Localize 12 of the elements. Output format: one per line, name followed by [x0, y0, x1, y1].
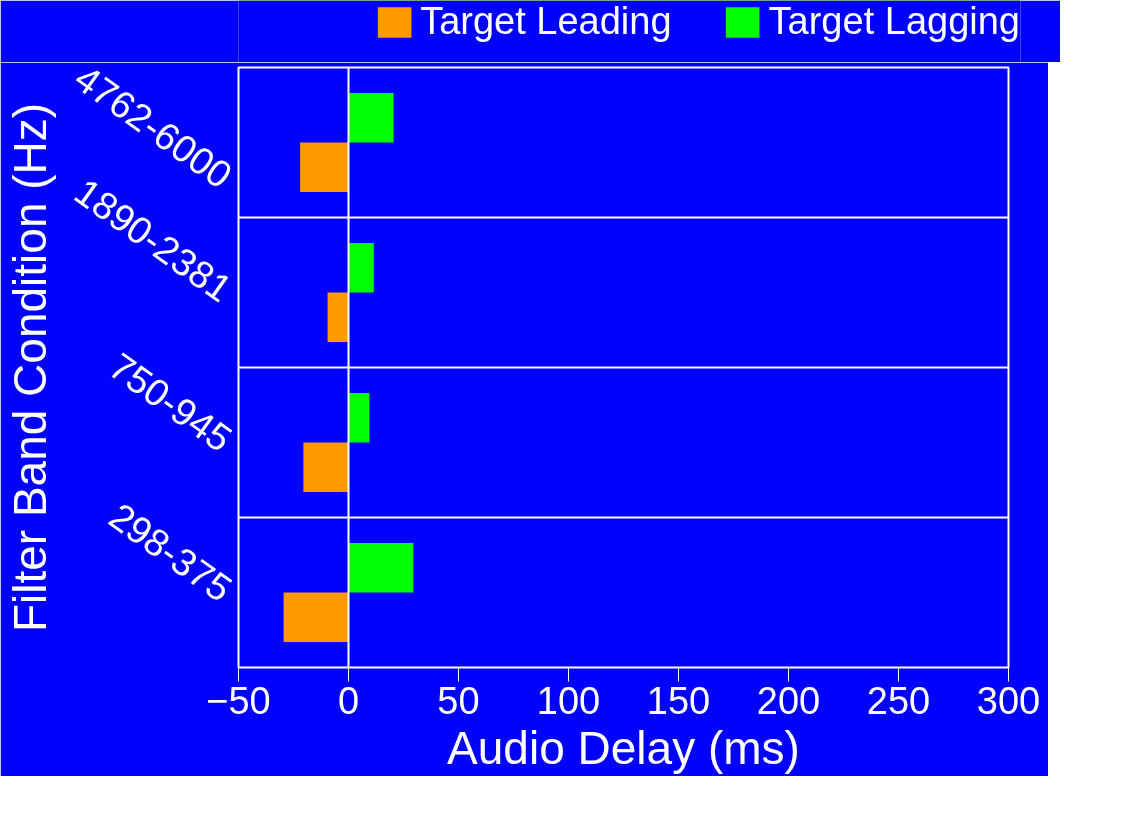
x-axis-title: Audio Delay (ms)	[447, 721, 800, 774]
x-tick-label: 150	[646, 679, 711, 722]
x-tick-label: 50	[437, 679, 480, 722]
x-tick-label: 100	[536, 679, 601, 722]
x-tick-label: 250	[866, 679, 931, 722]
legend-label: Target Lagging	[768, 0, 1020, 43]
x-tick-label: 200	[756, 679, 821, 722]
y-axis-title: Filter Band Condition (Hz)	[3, 102, 56, 633]
x-tick-label: −50	[206, 679, 271, 722]
legend-label: Target Leading	[420, 0, 672, 43]
x-tick-label: 300	[976, 679, 1041, 722]
x-tick-label: 0	[337, 679, 360, 722]
